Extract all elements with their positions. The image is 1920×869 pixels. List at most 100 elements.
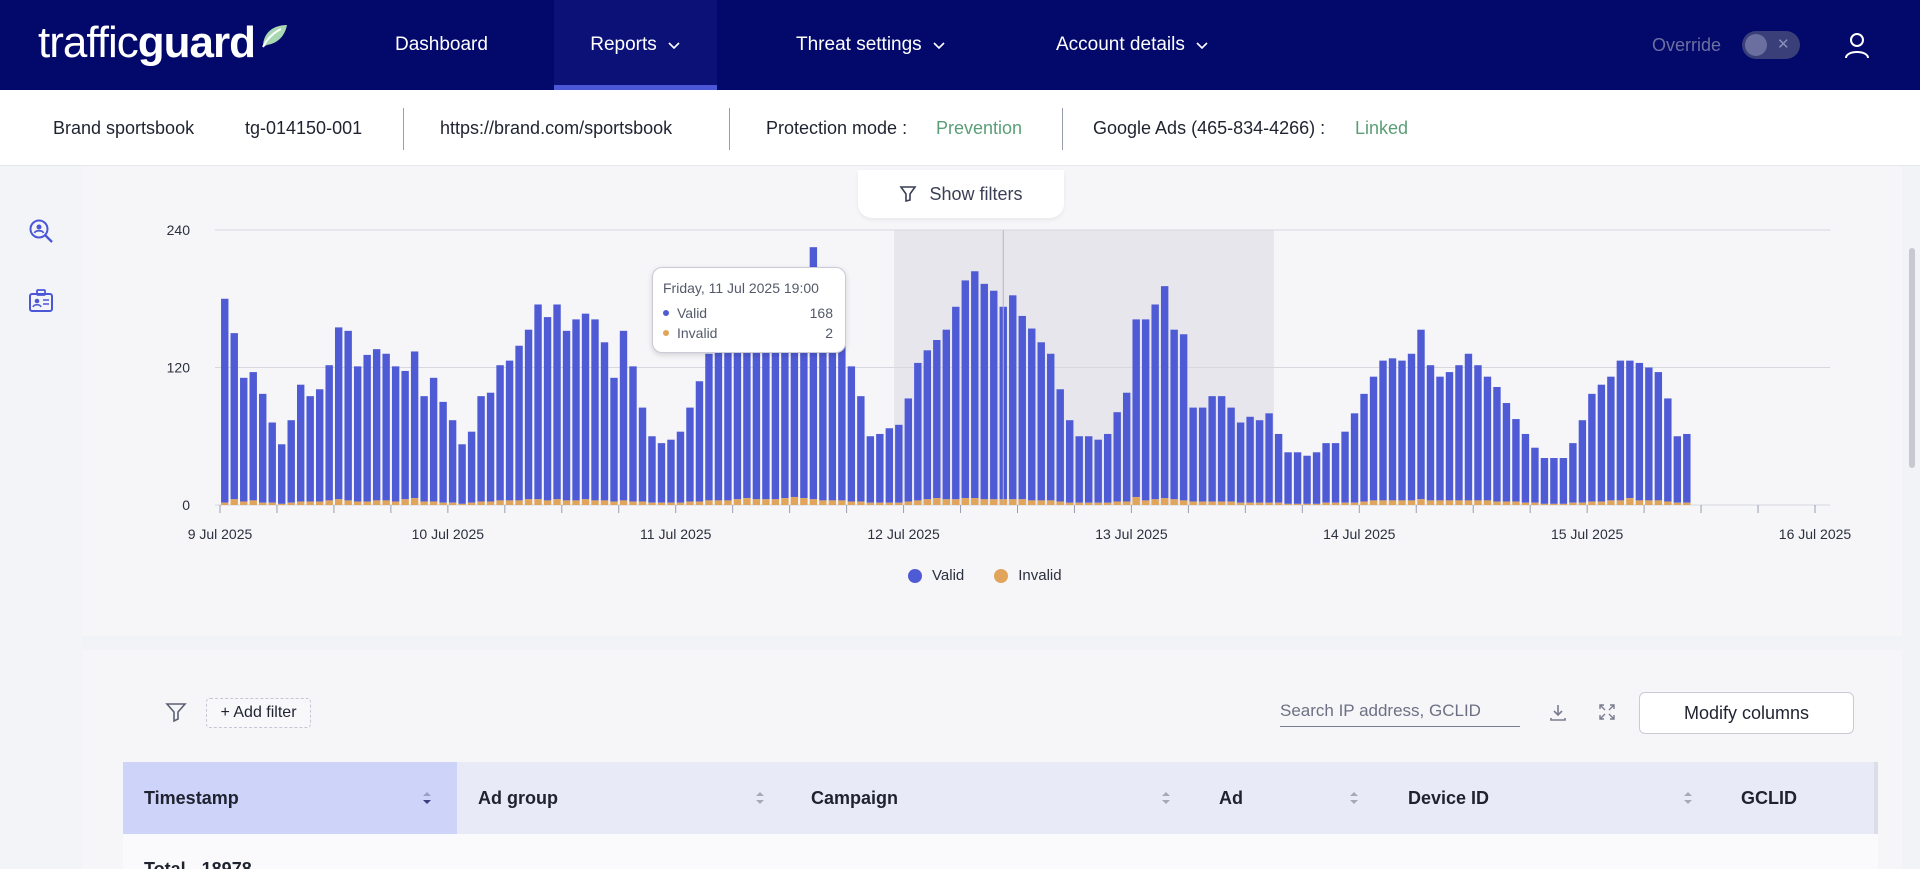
id-card-icon[interactable] (28, 288, 54, 314)
bar-valid (1179, 334, 1188, 501)
legend-item-valid[interactable]: Valid (908, 567, 964, 584)
bar-invalid (847, 501, 856, 505)
add-filter-button[interactable]: + Add filter (206, 698, 311, 728)
bar-invalid (1094, 502, 1102, 505)
bar-valid (553, 304, 561, 500)
column-header-device-id[interactable]: Device ID (1387, 762, 1720, 834)
bar-valid (724, 330, 732, 501)
bar-valid (1284, 452, 1292, 504)
filter-icon[interactable] (164, 700, 188, 724)
bar-invalid (439, 502, 447, 505)
bar-invalid (1331, 502, 1340, 505)
bar-valid (1455, 365, 1463, 501)
bar-valid (1047, 353, 1055, 501)
account-info-bar: Brand sportsbook tg-014150-001 https://b… (0, 90, 1920, 166)
bar-invalid (1341, 502, 1349, 505)
bar-valid (391, 366, 400, 502)
logo-text-light: traffic (38, 18, 139, 67)
bar-invalid (1379, 500, 1387, 505)
bar-invalid (828, 500, 837, 505)
account-url[interactable]: https://brand.com/sportsbook (440, 118, 673, 138)
bar-invalid (885, 502, 894, 505)
bar-valid (838, 337, 846, 501)
toggle-knob (1745, 34, 1767, 56)
bar-invalid (762, 499, 770, 505)
column-header-gclid[interactable]: GCLID (1720, 762, 1874, 834)
bar-valid (914, 362, 922, 501)
bar-valid (1198, 407, 1207, 502)
bar-invalid (1227, 501, 1235, 505)
bar-valid (1208, 396, 1216, 502)
bar-valid (648, 436, 656, 503)
bar-valid (1436, 376, 1444, 501)
bar-valid (249, 372, 257, 501)
bar-invalid (724, 500, 732, 505)
sort-icon (423, 792, 431, 804)
nav-dashboard[interactable]: Dashboard (395, 0, 488, 90)
bar-valid (486, 392, 495, 502)
search-input[interactable] (1280, 695, 1520, 727)
bar-invalid (895, 502, 903, 505)
table-total-row: Total - 18978 (123, 834, 1878, 869)
bar-invalid (1388, 500, 1397, 505)
bar-valid (306, 396, 314, 502)
trafficguard-logo[interactable]: traffic guard (38, 18, 289, 68)
bar-valid (1274, 433, 1283, 503)
chevron-down-icon (1196, 42, 1208, 50)
bar-valid (695, 381, 704, 502)
page-scrollbar[interactable] (1909, 248, 1915, 468)
nav-reports[interactable]: Reports (554, 0, 717, 90)
user-icon[interactable] (1842, 30, 1872, 60)
bar-invalid (933, 498, 941, 505)
y-tick-label: 0 (182, 497, 190, 513)
sort-icon (1350, 792, 1358, 804)
bar-invalid (572, 500, 580, 505)
legend-valid-dot (908, 568, 922, 583)
nav-account-details-label: Account details (1056, 34, 1185, 55)
bar-invalid (657, 502, 666, 505)
bar-invalid (543, 500, 552, 505)
top-navbar: traffic guard Dashboard Reports Threat se… (0, 0, 1920, 90)
bar-invalid (296, 501, 305, 505)
bar-valid (1616, 360, 1625, 501)
chevron-down-icon (933, 42, 945, 50)
column-header-timestamp[interactable]: Timestamp (123, 762, 457, 834)
bar-valid (971, 271, 979, 499)
bar-valid (1664, 398, 1672, 502)
bar-invalid (429, 501, 438, 505)
bar-invalid (259, 502, 267, 505)
nav-account-details[interactable]: Account details (1056, 0, 1209, 90)
override-toggle[interactable]: ✕ (1742, 31, 1800, 59)
fullscreen-icon[interactable] (1597, 702, 1617, 722)
bar-valid (477, 396, 485, 502)
column-header-campaign[interactable]: Campaign (790, 762, 1198, 834)
bar-invalid (524, 499, 533, 505)
bar-invalid (1664, 501, 1672, 505)
bar-invalid (1113, 501, 1121, 505)
modify-columns-button[interactable]: Modify columns (1639, 692, 1854, 734)
column-header-ad[interactable]: Ad (1198, 762, 1387, 834)
bar-invalid (505, 500, 514, 505)
column-header-ad-group[interactable]: Ad group (457, 762, 790, 834)
bar-valid (581, 313, 590, 500)
bar-invalid (1597, 501, 1606, 505)
tooltip-row-valid: Valid 168 (663, 305, 833, 321)
bar-valid (1626, 360, 1634, 499)
download-icon[interactable] (1548, 702, 1568, 722)
bar-invalid (1626, 498, 1634, 505)
bar-invalid (1445, 500, 1454, 505)
bar-valid (752, 306, 761, 500)
bar-invalid (1047, 500, 1055, 505)
total-count: Total - 18978 (144, 859, 252, 869)
bar-invalid (1569, 502, 1577, 505)
show-filters-button[interactable]: Show filters (858, 170, 1064, 218)
legend-item-invalid[interactable]: Invalid (994, 567, 1062, 584)
search-user-icon[interactable] (28, 218, 54, 244)
bar-valid (448, 420, 457, 503)
traffic-bar-chart[interactable]: 0 120 240 9 Jul 2025 10 Jul 2025 11 Jul 2025 1… (140, 218, 1860, 558)
nav-threat-settings[interactable]: Threat settings (796, 0, 946, 90)
bar-invalid (278, 503, 286, 505)
override-label: Override (1652, 34, 1722, 55)
column-header-label: Campaign (811, 787, 899, 808)
bar-invalid (809, 499, 818, 505)
